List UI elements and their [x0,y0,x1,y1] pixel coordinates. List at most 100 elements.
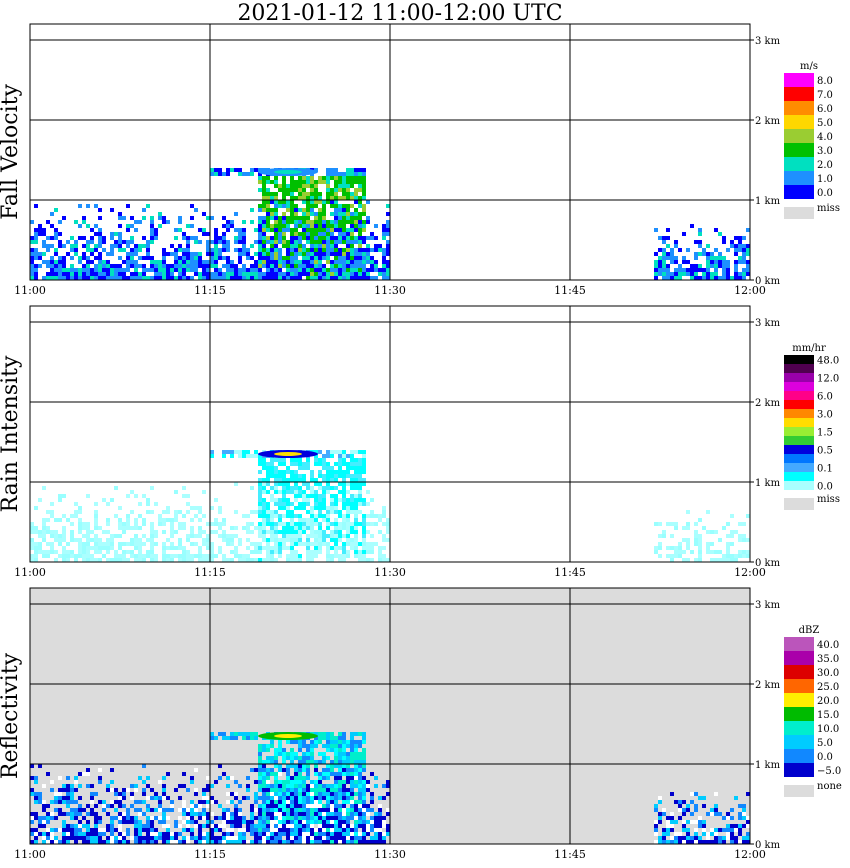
echo-cell [338,450,342,454]
echo-cell [338,188,342,192]
echo-cell [226,546,230,550]
echo-cell [262,550,266,554]
echo-cell [214,518,218,522]
echo-cell [282,470,286,474]
echo-cell [658,816,662,820]
echo-cell [378,796,382,800]
echo-cell [214,530,218,534]
echo-cell [54,260,58,264]
echo-cell [162,824,166,828]
echo-cell [126,832,130,836]
echo-cell [290,836,294,840]
echo-cell [322,792,326,796]
echo-cell [738,256,742,260]
echo-cell [74,268,78,272]
echo-cell [346,220,350,224]
echo-cell [78,554,82,558]
echo-cell [202,542,206,546]
echo-cell [270,200,274,204]
echo-cell [342,800,346,804]
echo-cell [142,800,146,804]
echo-cell [362,470,366,474]
echo-cell [258,502,262,506]
echo-cell [378,538,382,542]
echo-cell [342,188,346,192]
echo-cell [142,268,146,272]
echo-cell [154,832,158,836]
echo-cell [318,816,322,820]
echo-cell [298,828,302,832]
echo-cell [274,466,278,470]
echo-cell [294,514,298,518]
echo-cell [338,228,342,232]
echo-cell [190,828,194,832]
echo-cell [362,554,366,558]
echo-cell [290,216,294,220]
echo-cell [658,812,662,816]
echo-cell [714,248,718,252]
echo-cell [258,490,262,494]
echo-cell [326,828,330,832]
echo-cell [42,486,46,490]
echo-cell [186,554,190,558]
echo-cell [654,264,658,268]
echo-cell [202,228,206,232]
echo-cell [94,550,98,554]
echo-cell [354,768,358,772]
echo-cell [162,248,166,252]
echo-cell [158,486,162,490]
echo-cell [286,752,290,756]
echo-cell [170,264,174,268]
echo-cell [94,264,98,268]
x-tick-label: 11:30 [374,284,406,297]
echo-cell [90,832,94,836]
echo-cell [338,240,342,244]
echo-cell [270,272,274,276]
echo-cell [266,188,270,192]
echo-cell [282,792,286,796]
echo-cell [234,212,238,216]
echo-cell [126,812,130,816]
echo-cell [66,538,70,542]
echo-cell [330,252,334,256]
echo-cell [294,792,298,796]
echo-cell [206,260,210,264]
echo-cell [30,264,34,268]
echo-cell [382,832,386,836]
echo-cell [102,522,106,526]
echo-cell [670,272,674,276]
echo-cell [274,216,278,220]
echo-cell [742,252,746,256]
echo-cell [326,792,330,796]
legend-missing-swatch [784,498,814,510]
echo-cell [258,180,262,184]
echo-cell [106,264,110,268]
echo-cell [306,216,310,220]
echo-cell [194,542,198,546]
echo-cell [242,220,246,224]
echo-cell [306,228,310,232]
echo-cell [318,736,322,740]
echo-cell [734,260,738,264]
echo-cell [86,494,90,498]
echo-cell [122,816,126,820]
echo-cell [262,478,266,482]
echo-cell [202,276,206,280]
echo-cell [318,220,322,224]
echo-cell [110,498,114,502]
echo-cell [246,450,250,454]
echo-cell [302,180,306,184]
echo-cell [58,538,62,542]
legend-swatch [784,129,814,143]
echo-cell [346,840,350,844]
echo-cell [334,272,338,276]
echo-cell [326,220,330,224]
echo-cell [242,840,246,844]
echo-cell [290,232,294,236]
echo-cell [246,522,250,526]
echo-cell [306,812,310,816]
echo-cell [186,534,190,538]
echo-cell [210,514,214,518]
echo-cell [714,272,718,276]
